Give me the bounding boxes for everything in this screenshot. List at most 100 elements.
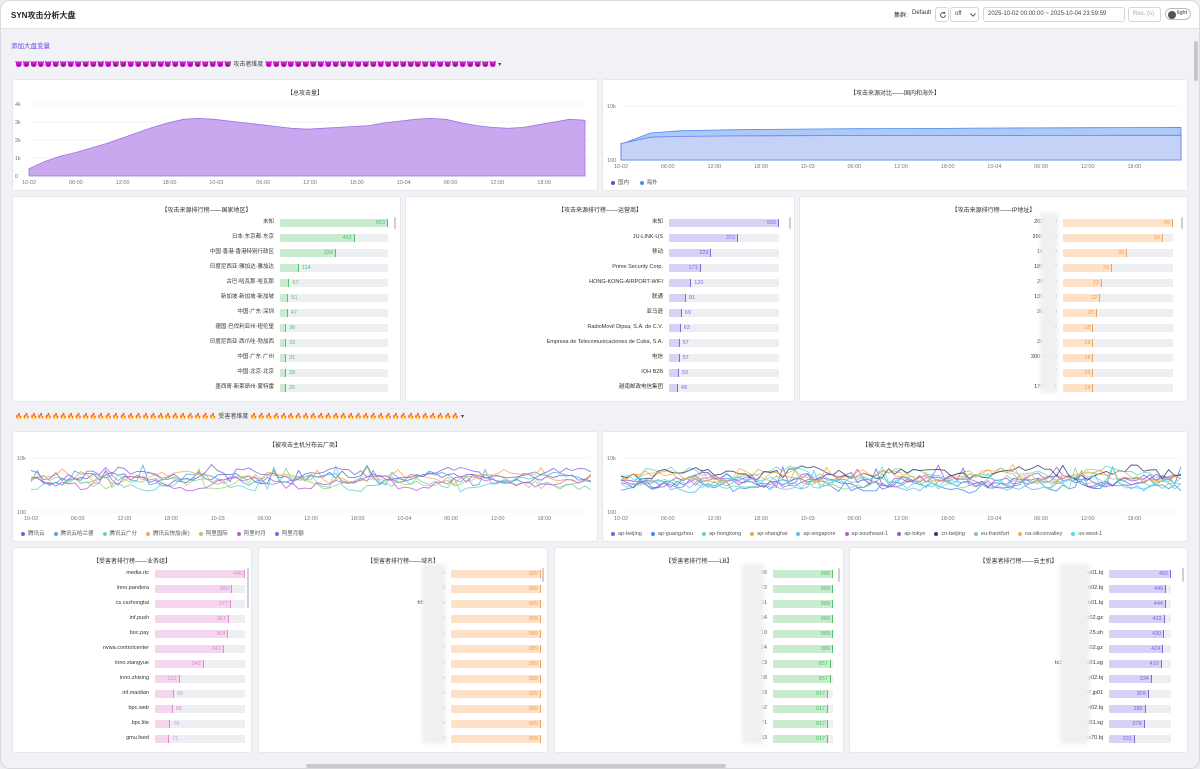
ranking-row[interactable]: bpc.lite 76 xyxy=(13,718,245,729)
ranking-row[interactable]: inf.push 367 xyxy=(13,613,245,624)
legend-item[interactable]: ap-beijing xyxy=(611,531,642,537)
legend-item[interactable]: ap-tokyo xyxy=(897,531,925,537)
ranking-row[interactable]: -cls70.bj 201 xyxy=(850,733,1177,744)
section-victim[interactable]: 🔥🔥🔥🔥🔥🔥🔥🔥🔥🔥🔥🔥🔥🔥🔥🔥🔥🔥🔥🔥🔥🔥🔥🔥🔥🔥🔥 受害者维度 🔥🔥🔥🔥🔥🔥… xyxy=(15,411,464,420)
ranking-row[interactable]: 移动 229 xyxy=(406,247,784,258)
ranking-row[interactable]: 古巴·哈瓦那·哈瓦那 57 xyxy=(13,277,390,288)
add-variable-link[interactable]: 添加大盘变量 xyxy=(11,43,50,50)
scrollbar[interactable] xyxy=(838,568,840,582)
refresh-button[interactable] xyxy=(935,7,949,22)
legend-item[interactable]: us-west-1 xyxy=(1071,531,1102,537)
ranking-row[interactable]: 10 .47 18 xyxy=(800,367,1177,378)
ranking-row[interactable]: 新加坡·新加坡·新加坡 51 xyxy=(13,292,390,303)
ranking-row[interactable]: 159 158 857 xyxy=(555,673,833,684)
ranking-row[interactable]: i8 889 xyxy=(259,583,541,594)
ranking-row[interactable]: 中国·广东·广州 31 xyxy=(13,352,390,363)
ranking-row[interactable]: 200. .4.15 59 xyxy=(800,232,1177,243)
ranking-row[interactable]: Prime Security Corp. 171 xyxy=(406,262,784,273)
ranking-row[interactable]: kefu.ka 889 xyxy=(259,688,541,699)
scrollbar[interactable] xyxy=(1182,568,1184,582)
ranking-row[interactable]: boc.pay 364 xyxy=(13,628,245,639)
legend-item[interactable]: ap-shanghai xyxy=(750,531,787,537)
section-attacker[interactable]: 😈😈😈😈😈😈😈😈😈😈😈😈😈😈😈😈😈😈😈😈😈😈😈😈😈😈😈😈😈 攻击者维度 😈😈😈😈… xyxy=(15,59,501,68)
ranking-row[interactable]: bpc.web 88 xyxy=(13,703,245,714)
resolution-input[interactable]: Res. (s) xyxy=(1128,7,1161,22)
ranking-row[interactable]: 177. .171 18 xyxy=(800,382,1177,393)
scrollbar[interactable] xyxy=(1181,217,1183,229)
ranking-row[interactable]: ke 889 xyxy=(259,673,541,684)
ranking-row[interactable]: inf.maidian 95 xyxy=(13,688,245,699)
ranking-row[interactable]: 162. .49 38 xyxy=(800,247,1177,258)
ranking-row[interactable]: h5-orgin.ka 889 xyxy=(259,598,541,609)
ranking-row[interactable]: kefua 889 xyxy=(259,718,541,729)
ranking-row[interactable]: inno.zhixing 122 xyxy=(13,673,245,684)
scrollbar[interactable] xyxy=(542,568,544,582)
legend-item[interactable]: 腾讯云哈兰德 xyxy=(53,529,94,537)
ranking-row[interactable]: 192 154 889 xyxy=(555,613,833,624)
ranking-row[interactable]: RadioMovil Dipsa, S.A. de C.V. 63 xyxy=(406,322,784,333)
ranking-row[interactable]: kefu 889 xyxy=(259,703,541,714)
ranking-row[interactable]: ke 889 xyxy=(259,658,541,669)
ranking-row[interactable]: 139. .249 22 xyxy=(800,292,1177,303)
ranking-row[interactable]: h5-orgi 889 xyxy=(259,613,541,624)
ranking-row[interactable]: 11 186 889 xyxy=(555,568,833,579)
scrollbar[interactable] xyxy=(789,217,791,229)
ranking-row[interactable]: 亚马逊 69 xyxy=(406,307,784,318)
ranking-row[interactable]: 中国·北京·北京 28 xyxy=(13,367,390,378)
ranking-row[interactable]: 11 172 889 xyxy=(555,583,833,594)
ranking-row[interactable]: 越南邮政电信集团 48 xyxy=(406,382,784,393)
ranking-row[interactable]: 1 .62 18 xyxy=(800,322,1177,333)
ranking-row[interactable]: gmu.feed 71 xyxy=(13,733,245,744)
ranking-row[interactable]: 200. .47 18 xyxy=(800,337,1177,348)
refresh-interval-select[interactable]: off xyxy=(950,7,979,22)
theme-toggle[interactable]: light xyxy=(1165,8,1191,20)
legend-item[interactable]: eu-frankfurt xyxy=(973,531,1009,537)
legend-item[interactable]: na-siliconvalley xyxy=(1018,531,1062,537)
legend-item[interactable]: 阿里国际 xyxy=(198,529,228,537)
time-range-picker[interactable]: 2025-10-02 00:00:00 ~ 2025-10-04 23:59:5… xyxy=(983,7,1125,22)
ranking-row[interactable]: 日本·东京都·东京 452 xyxy=(13,232,390,243)
ranking-row[interactable]: 140 151 889 xyxy=(555,598,833,609)
ranking-row[interactable]: 200. .45 23 xyxy=(800,277,1177,288)
legend-item[interactable]: 国内 xyxy=(611,178,629,186)
ranking-row[interactable]: inno.xiangyue 242 xyxy=(13,658,245,669)
ranking-row[interactable]: HONG-KONG-AIRPORT-WIFI 120 xyxy=(406,277,784,288)
ranking-row[interactable]: h5-or 889 xyxy=(259,643,541,654)
ranking-row[interactable]: 德国·巴伐利亚州·纽伦堡 36 xyxy=(13,322,390,333)
ranking-row[interactable]: nvwa.controlcenter 341 xyxy=(13,643,245,654)
cluster-select[interactable]: Default xyxy=(912,10,932,16)
ranking-row[interactable]: media.rtc 446 xyxy=(13,568,245,579)
ranking-row[interactable]: 82 210 889 xyxy=(555,628,833,639)
horizontal-scrollbar[interactable] xyxy=(306,764,726,768)
legend-item[interactable]: ap-singapore xyxy=(796,531,836,537)
ranking-row[interactable]: 未知 653 xyxy=(13,217,390,228)
page-scrollbar[interactable] xyxy=(1194,41,1198,81)
ranking-row[interactable]: 133 817 xyxy=(555,733,833,744)
ranking-row[interactable]: 200.4 .245 18 xyxy=(800,352,1177,363)
ranking-row[interactable]: 201. .48 20 xyxy=(800,307,1177,318)
legend-item[interactable]: cn-beijing xyxy=(934,531,965,537)
ranking-row[interactable]: 电信 57 xyxy=(406,352,784,363)
legend-item[interactable]: 腾讯云 xyxy=(21,529,45,537)
ranking-row[interactable]: inno.pandora 380 xyxy=(13,583,245,594)
ranking-row[interactable]: 联通 91 xyxy=(406,292,784,303)
ranking-row[interactable]: 202. .240 65 xyxy=(800,217,1177,228)
legend-item[interactable]: 海外 xyxy=(639,178,658,186)
ranking-row[interactable]: 129 152 817 xyxy=(555,703,833,714)
legend-item[interactable]: 腾讯云快加(新) xyxy=(146,529,190,537)
legend-item[interactable]: 腾讯云广分 xyxy=(102,529,137,537)
legend-item[interactable]: 阿里时月 xyxy=(236,529,266,537)
ranking-row[interactable]: h5-o 889 xyxy=(259,628,541,639)
ranking-row[interactable]: 11 123 857 xyxy=(555,658,833,669)
ranking-row[interactable]: IOH B2B 53 xyxy=(406,367,784,378)
ranking-row[interactable]: kefua 889 xyxy=(259,733,541,744)
